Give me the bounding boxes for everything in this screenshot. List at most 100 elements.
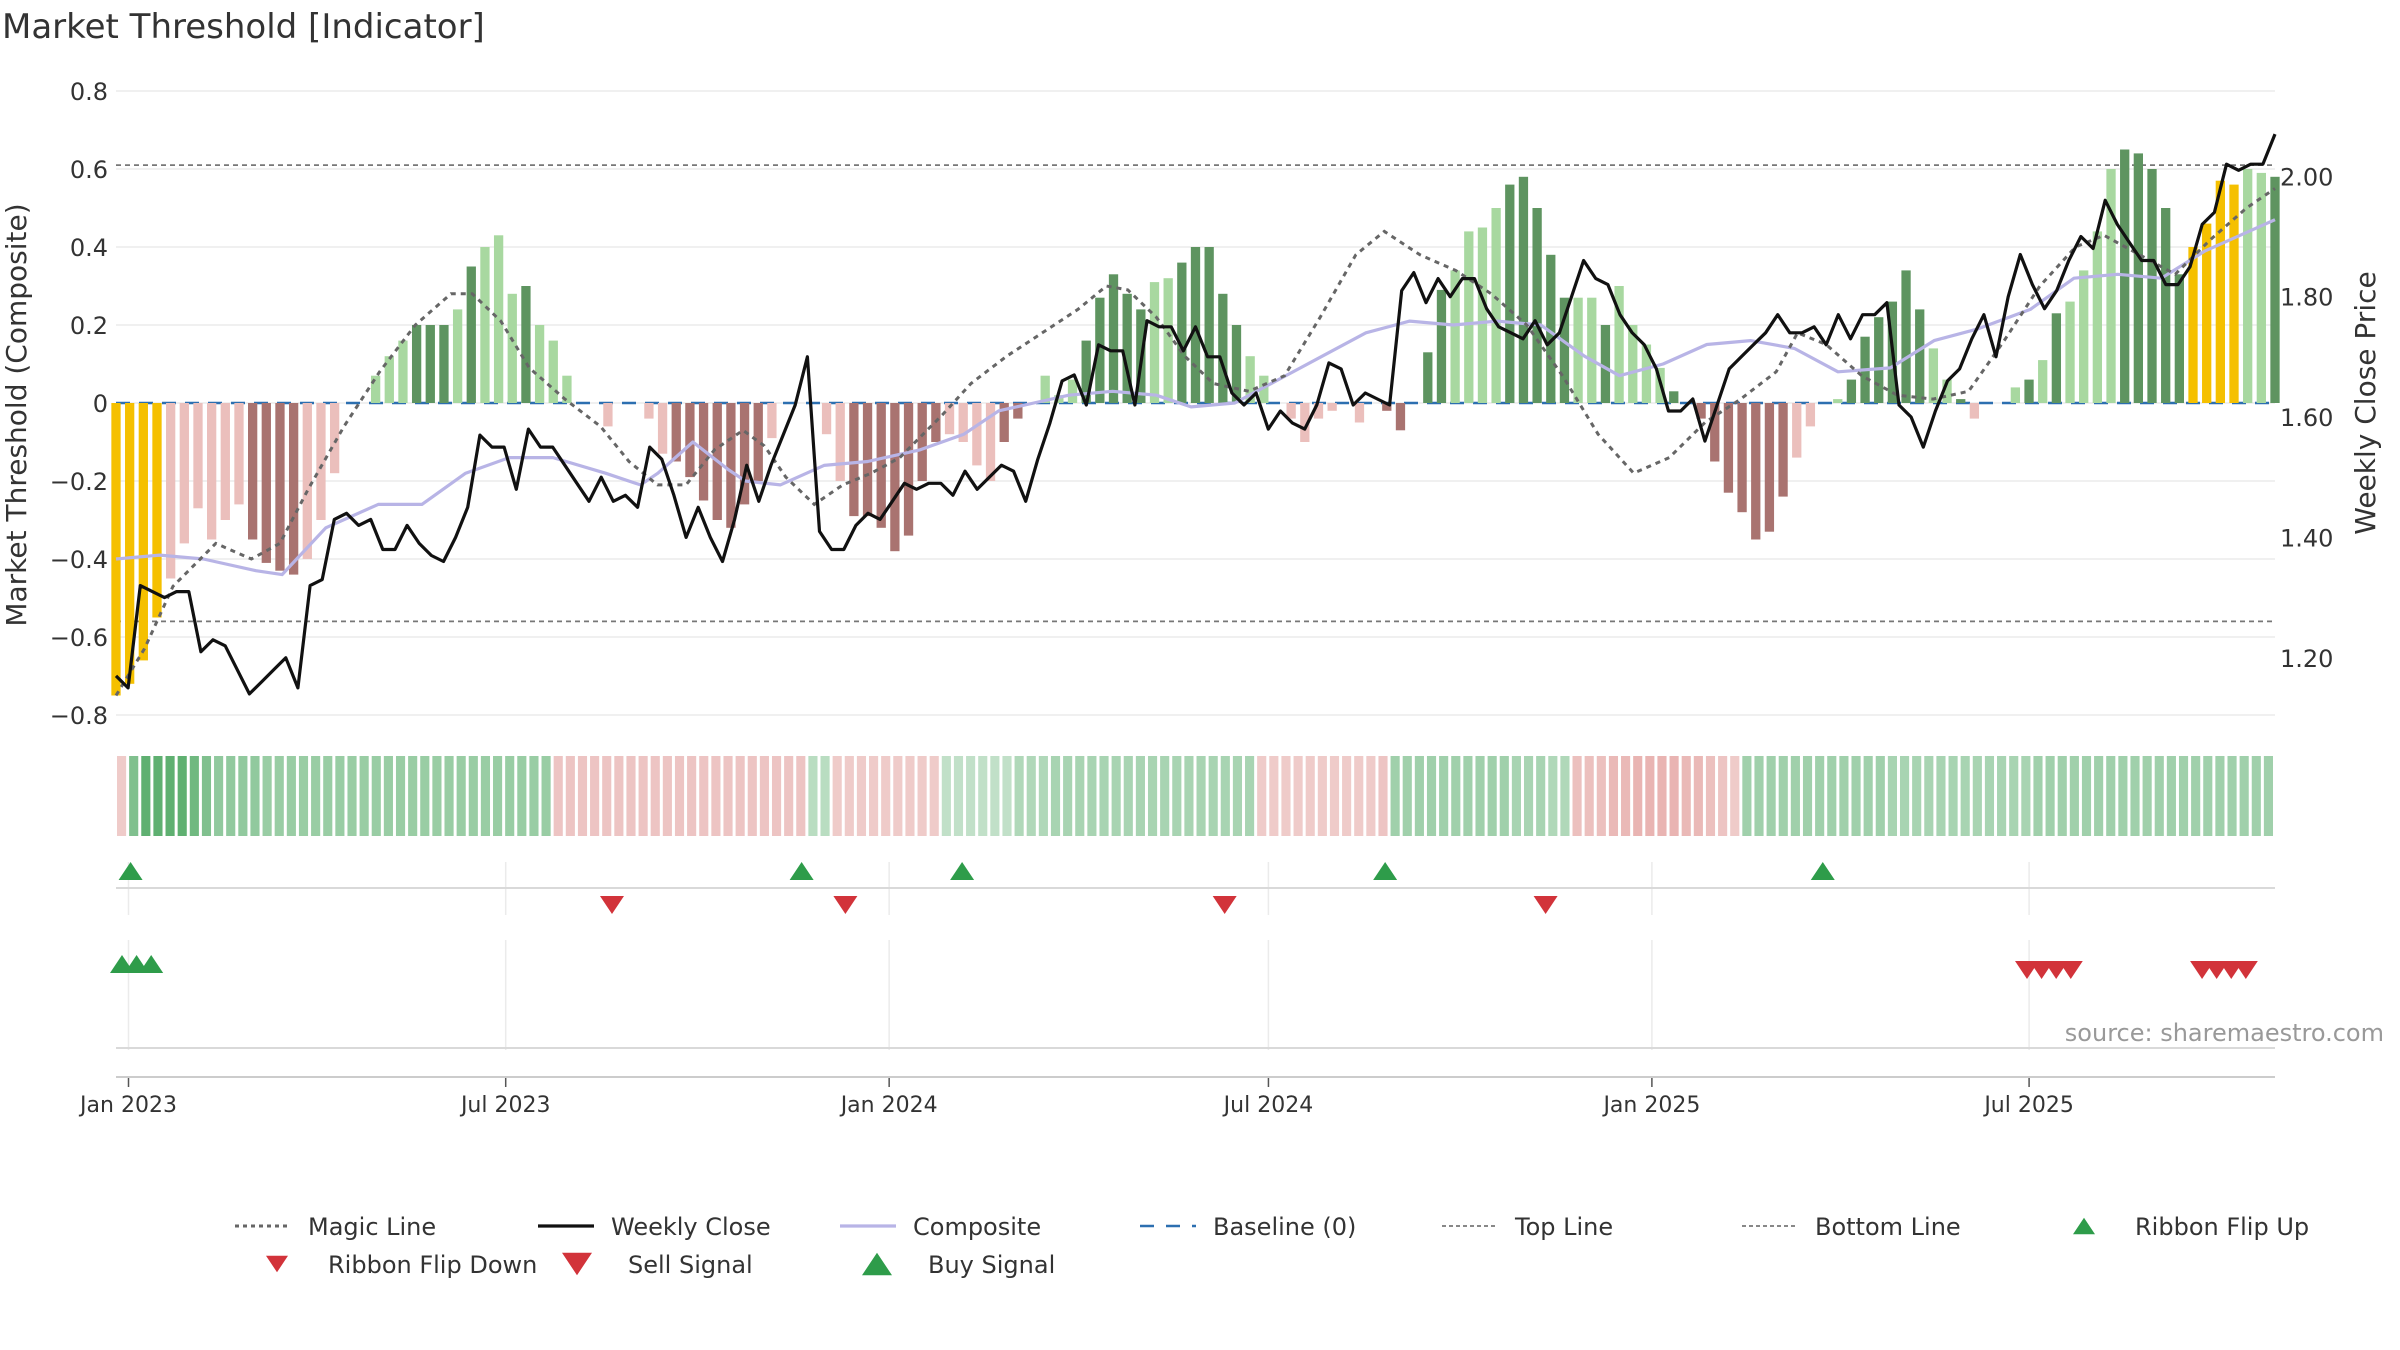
ribbon-cell bbox=[687, 756, 697, 836]
x-tick-label: Jul 2025 bbox=[1982, 1093, 2074, 1118]
ribbon-cell bbox=[250, 756, 260, 836]
right-tick-label: 1.80 bbox=[2280, 284, 2333, 312]
ribbon-cell bbox=[650, 756, 660, 836]
ribbon-cell bbox=[2045, 756, 2055, 836]
ribbon-cell bbox=[1184, 756, 1194, 836]
ribbon-flip-up-marker bbox=[1810, 862, 1835, 880]
ribbon-cell bbox=[1972, 756, 1982, 836]
ribbon-cell bbox=[1827, 756, 1837, 836]
ribbon-cell bbox=[1475, 756, 1485, 836]
threshold-bar bbox=[685, 403, 695, 478]
ribbon-cell bbox=[1511, 756, 1521, 836]
threshold-bar bbox=[1901, 270, 1911, 403]
ribbon-cell bbox=[1487, 756, 1497, 836]
threshold-bar bbox=[466, 266, 476, 403]
threshold-bar bbox=[753, 403, 763, 481]
ribbon-cell bbox=[298, 756, 309, 836]
weekly-close-line bbox=[114, 133, 2277, 696]
legend-item: Ribbon Flip Down bbox=[266, 1251, 537, 1279]
ribbon-cell bbox=[553, 756, 563, 836]
ribbon-cell bbox=[2009, 756, 2019, 836]
ribbon-cell bbox=[1402, 756, 1412, 836]
ribbon-cell bbox=[371, 756, 381, 836]
threshold-bar bbox=[452, 309, 463, 403]
legend-label: Sell Signal bbox=[628, 1251, 753, 1279]
ribbon-cell bbox=[2263, 756, 2273, 836]
ribbon-cell bbox=[1766, 756, 1776, 836]
threshold-bar bbox=[152, 403, 162, 618]
ribbon-cell bbox=[662, 756, 672, 836]
ribbon-cell bbox=[1208, 756, 1218, 836]
threshold-bar bbox=[1874, 317, 1884, 403]
legend-item: Ribbon Flip Up bbox=[2073, 1213, 2309, 1241]
ribbon-cell bbox=[1172, 756, 1182, 836]
ribbon-cell bbox=[1718, 756, 1728, 836]
threshold-bar bbox=[917, 403, 927, 481]
threshold-bar bbox=[2024, 379, 2034, 403]
ribbon-cell bbox=[1257, 756, 1267, 836]
threshold-bar bbox=[999, 403, 1009, 442]
ribbon-cell bbox=[759, 756, 769, 836]
ribbon-cell bbox=[238, 756, 248, 836]
ribbon-cell bbox=[1754, 756, 1764, 836]
ribbon-cell bbox=[784, 756, 794, 836]
threshold-bar bbox=[2243, 169, 2253, 403]
x-tick-label: Jul 2023 bbox=[459, 1093, 551, 1118]
threshold-bar bbox=[1259, 375, 1269, 403]
ribbon-cell bbox=[2166, 756, 2176, 836]
ribbon-cell bbox=[456, 756, 466, 836]
threshold-bar bbox=[1177, 262, 1187, 403]
ribbon-cell bbox=[2069, 756, 2079, 836]
threshold-bar bbox=[1149, 282, 1160, 403]
ribbon-cell bbox=[2239, 756, 2249, 836]
ribbon-cell bbox=[1245, 756, 1255, 836]
threshold-bar bbox=[2202, 223, 2212, 403]
threshold-bar bbox=[1764, 403, 1775, 532]
ribbon-cell bbox=[517, 756, 527, 836]
ribbon-cell bbox=[1548, 756, 1558, 836]
ribbon-cell bbox=[1960, 756, 1970, 836]
threshold-bar bbox=[1013, 403, 1023, 419]
ribbon-cell bbox=[444, 756, 454, 836]
x-tick-label: Jan 2025 bbox=[1601, 1093, 1700, 1118]
threshold-bar bbox=[111, 403, 121, 696]
ribbon-cell bbox=[1293, 756, 1303, 836]
ribbon-cell bbox=[262, 756, 272, 836]
threshold-bar bbox=[1313, 403, 1324, 419]
threshold-bar bbox=[1423, 352, 1433, 403]
legend-label: Weekly Close bbox=[611, 1213, 771, 1241]
left-tick-label: 0 bbox=[93, 390, 108, 418]
threshold-bar bbox=[1067, 379, 1078, 403]
axes: 0.8 0.6 0.4 0.2 0 −0.2 −0.4 −0.6 −0.8 2.00 1.80 1.6… bbox=[50, 78, 2334, 1118]
ribbon-cell bbox=[735, 756, 745, 836]
ribbon-flip-up-marker bbox=[118, 862, 143, 880]
ribbon-cell bbox=[820, 756, 830, 836]
ribbon-cell bbox=[614, 756, 624, 836]
ribbon-cell bbox=[408, 756, 418, 836]
buy-signal-marker bbox=[139, 955, 164, 973]
left-tick-label: 0.2 bbox=[70, 312, 108, 340]
ribbon-cell bbox=[808, 756, 818, 836]
threshold-bar bbox=[1641, 344, 1652, 403]
threshold-bar bbox=[821, 403, 832, 435]
threshold-bar bbox=[849, 403, 859, 517]
ribbon-cell bbox=[711, 756, 721, 836]
threshold-bar bbox=[2147, 169, 2157, 403]
ribbon-cell bbox=[1099, 756, 1109, 836]
ribbon-cell bbox=[1414, 756, 1424, 836]
threshold-bar bbox=[1327, 403, 1337, 411]
ribbon-cell bbox=[1839, 756, 1849, 836]
legend-item: Weekly Close bbox=[538, 1213, 771, 1241]
threshold-bar bbox=[862, 403, 873, 517]
ribbon-cell bbox=[432, 756, 442, 836]
ribbon-cell bbox=[1451, 756, 1461, 836]
ribbon-cell bbox=[1366, 756, 1376, 836]
threshold-bar bbox=[890, 403, 900, 552]
threshold-bar bbox=[1464, 231, 1474, 403]
threshold-bar bbox=[1833, 399, 1843, 403]
ribbon-cell bbox=[1681, 756, 1691, 836]
threshold-bar bbox=[1108, 274, 1119, 403]
threshold-bar bbox=[2051, 313, 2062, 403]
threshold-bar bbox=[876, 403, 886, 528]
